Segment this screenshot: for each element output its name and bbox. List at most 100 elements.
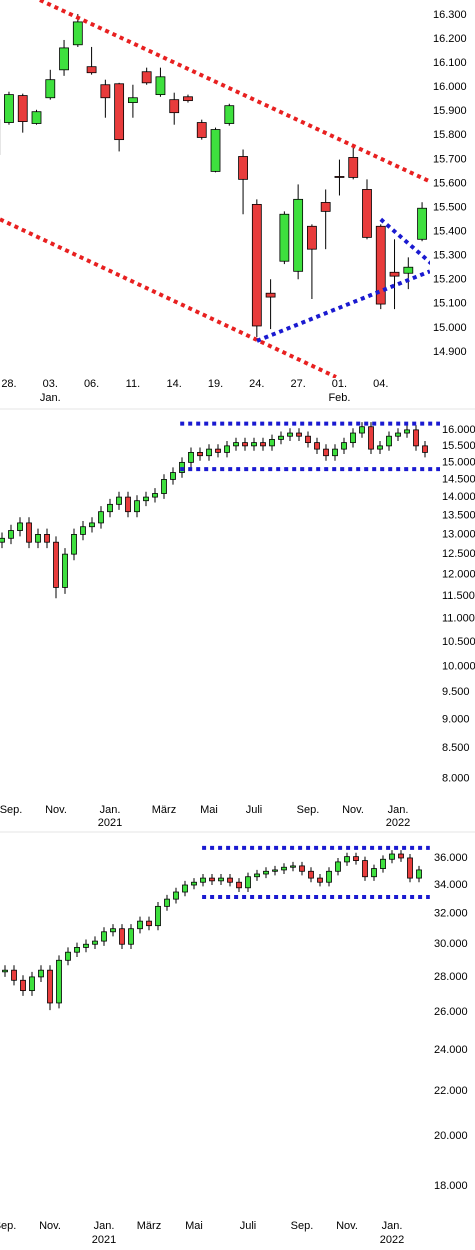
x-group-label: 2022 — [386, 817, 410, 829]
plot-area — [2, 845, 430, 1011]
candle-body — [173, 891, 179, 900]
candle-body — [265, 292, 276, 298]
candle-body — [375, 225, 386, 305]
candle-body — [377, 445, 383, 450]
candle-body — [141, 71, 152, 84]
y-tick-label: 15.000 — [442, 456, 475, 468]
candle-body — [326, 870, 332, 883]
candle-body — [125, 496, 131, 513]
plot-area — [0, 421, 440, 599]
plot-area — [0, 0, 430, 378]
y-tick-label: 16.000 — [442, 424, 475, 436]
candle-body — [323, 448, 329, 457]
candle-body — [279, 213, 290, 262]
y-tick-label: 14.500 — [442, 473, 475, 485]
y-tick-label: 26.000 — [434, 1006, 468, 1018]
candle-body — [134, 500, 140, 513]
candle-body — [86, 66, 97, 74]
candle-body — [242, 442, 248, 447]
candle-body — [386, 435, 392, 447]
candle-body — [272, 869, 278, 872]
x-tick-label: Sep. — [0, 804, 22, 816]
y-tick-label: 15.500 — [442, 440, 475, 452]
candle-body — [407, 857, 413, 879]
candle-body — [59, 47, 69, 71]
y-tick-label: 11.500 — [442, 590, 475, 602]
candle-body — [210, 129, 221, 172]
x-tick-label: Jan. — [388, 804, 409, 816]
candle-body — [2, 969, 8, 973]
candle-body — [413, 429, 419, 447]
candle-body — [114, 83, 125, 141]
y-tick-label: 10.500 — [442, 636, 475, 648]
candle-body — [320, 202, 331, 212]
x-tick-label: Nov. — [39, 1220, 61, 1232]
candle-body — [269, 439, 275, 447]
y-tick-label: 34.000 — [434, 879, 468, 891]
y-tick-label: 8.500 — [442, 742, 470, 754]
candle-body — [224, 105, 235, 124]
candle-body — [45, 79, 56, 99]
y-tick-label: 10.000 — [442, 660, 475, 672]
candle-body — [236, 881, 242, 889]
candle-body — [305, 435, 311, 444]
candle-body — [183, 96, 193, 102]
candle-body — [196, 122, 207, 138]
candle-body — [260, 442, 266, 447]
candle-body — [170, 472, 176, 480]
candle-body — [197, 451, 203, 457]
candle-body — [17, 95, 28, 122]
candle-body — [398, 853, 404, 859]
candle-body — [65, 951, 71, 961]
y-tick-label: 24.000 — [434, 1044, 468, 1056]
candle-body — [206, 448, 212, 457]
y-tick-label: 12.000 — [442, 569, 475, 581]
candle-body — [227, 877, 233, 883]
candle-body — [11, 969, 17, 981]
x-tick-label: Juli — [246, 804, 263, 816]
candle-body — [395, 432, 401, 437]
x-tick-label: Nov. — [342, 804, 364, 816]
candle-body — [44, 534, 50, 543]
candle-body — [278, 435, 284, 440]
x-tick-label: 19. — [208, 378, 223, 390]
candle-body — [293, 198, 304, 272]
y-tick-label: 22.000 — [434, 1085, 468, 1097]
x-tick-label: Juli — [240, 1220, 257, 1232]
candle-body — [137, 920, 143, 930]
y-tick-label: 15.200 — [433, 274, 467, 286]
candle-body — [71, 534, 77, 555]
candle-body — [8, 530, 14, 539]
candle-body — [314, 442, 320, 450]
candle-body — [362, 189, 372, 238]
y-tick-label: 15.900 — [433, 105, 467, 117]
x-tick-label: März — [152, 804, 176, 816]
x-group-label: Feb. — [328, 392, 350, 404]
trend-line — [0, 217, 337, 378]
y-tick-label: 11.000 — [442, 612, 475, 624]
candle-body — [20, 979, 26, 992]
candle-body — [31, 111, 42, 124]
candle-body — [251, 442, 257, 447]
x-tick-label: 27. — [290, 378, 305, 390]
candle-body — [169, 99, 180, 114]
candle-body — [389, 853, 395, 860]
y-tick-label: 13.500 — [442, 509, 475, 521]
y-tick-label: 32.000 — [434, 908, 468, 920]
candle-body — [281, 866, 287, 871]
candle-body — [353, 856, 359, 861]
candle-body — [403, 266, 414, 274]
x-tick-label: 11. — [126, 378, 140, 390]
candle-body — [100, 84, 111, 99]
candle-body — [245, 876, 251, 889]
candle-body — [143, 496, 149, 502]
x-tick-label: Mai — [185, 1220, 203, 1232]
candle-body — [119, 928, 125, 945]
y-tick-label: 18.000 — [434, 1180, 468, 1192]
candle-body — [233, 442, 239, 447]
y-tick-label: 14.000 — [442, 491, 475, 503]
y-tick-label: 16.100 — [433, 57, 467, 69]
x-tick-label: Mai — [200, 804, 218, 816]
candle-body — [209, 877, 215, 882]
